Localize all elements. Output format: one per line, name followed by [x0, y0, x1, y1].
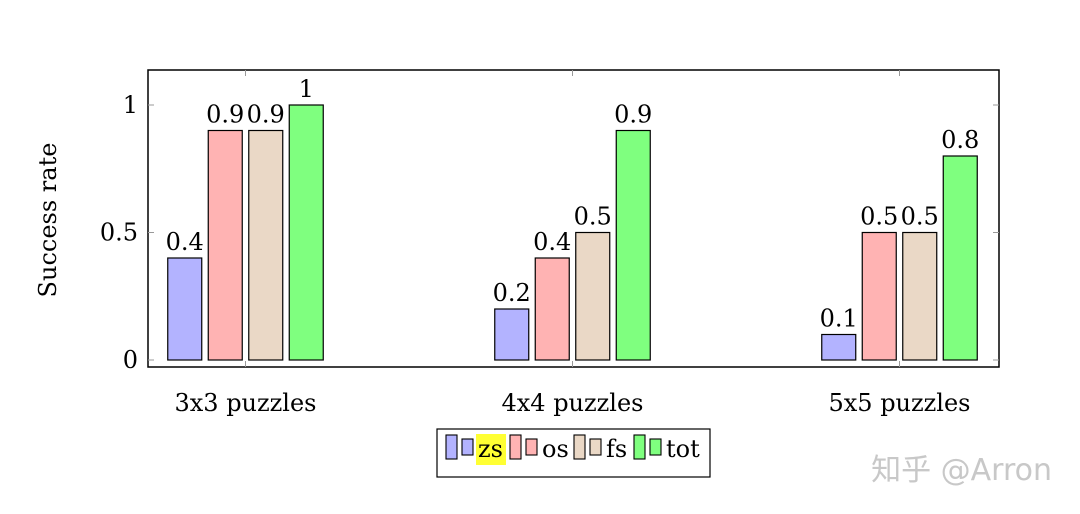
bar-value-label: 0.2 [493, 279, 531, 307]
y-tick-label: 0.5 [100, 219, 138, 247]
bar-value-label: 1 [299, 75, 314, 103]
y-axis-label: Success rate [34, 143, 62, 298]
bar-value-label: 0.5 [574, 203, 612, 231]
bar-os [207, 129, 243, 361]
bar-value-label: 0.5 [901, 203, 939, 231]
bar-tot [288, 104, 324, 361]
bar-fs [248, 129, 284, 361]
legend-swatch-zs [445, 434, 458, 460]
y-tick-labels: 00.51 [100, 91, 138, 374]
bar-fs [575, 231, 611, 361]
bar-value-label: 0.9 [247, 101, 285, 129]
legend-swatch-os [525, 438, 538, 456]
legend-label-os: os [542, 435, 569, 463]
bar-value-label: 0.9 [614, 101, 652, 129]
legend-swatch-zs [461, 438, 474, 456]
y-tick-label: 1 [123, 91, 138, 119]
bar-value-label: 0.1 [820, 305, 858, 333]
axis-ticks [148, 70, 999, 367]
bar-value-label: 0.4 [166, 228, 204, 256]
x-tick-label: 3x3 puzzles [174, 389, 316, 417]
watermark-text: 知乎 @Arron [871, 453, 1052, 488]
bar-os [534, 257, 570, 361]
x-tick-label: 5x5 puzzles [828, 389, 970, 417]
legend-swatch-os [509, 434, 522, 460]
legend-swatch-fs [573, 434, 586, 460]
bar-os [861, 231, 897, 361]
y-tick-label: 0 [123, 346, 138, 374]
legend: zs os fs tot [436, 428, 711, 478]
legend-highlight [476, 434, 506, 465]
bar-value-label: 0.8 [941, 126, 979, 154]
legend-label-tot: tot [666, 435, 700, 463]
bar-tot [942, 155, 978, 361]
legend-label-zs: zs [478, 435, 503, 463]
bar-zs [821, 333, 857, 361]
bars [167, 104, 978, 361]
legend-swatch-tot [633, 434, 646, 460]
bar-tot [615, 129, 651, 361]
bar-value-labels: 0.40.20.10.90.40.50.90.5 0.510.90.8 [166, 75, 980, 333]
bar-value-label: 0.4 [533, 228, 571, 256]
legend-swatch-tot [649, 438, 662, 456]
bar-value-label: 0.5 [860, 203, 898, 231]
x-tick-label: 4x4 puzzles [501, 389, 643, 417]
plot-frame [147, 69, 1000, 368]
bar-zs [494, 308, 530, 361]
legend-swatch-fs [589, 438, 602, 456]
bar-value-label: 0.9 [206, 101, 244, 129]
x-tick-labels: 3x3 puzzles 4x4 puzzles 5x5 puzzles [174, 389, 970, 417]
bar-zs [167, 257, 203, 361]
bar-fs [902, 231, 938, 361]
legend-label-fs: fs [606, 435, 627, 463]
